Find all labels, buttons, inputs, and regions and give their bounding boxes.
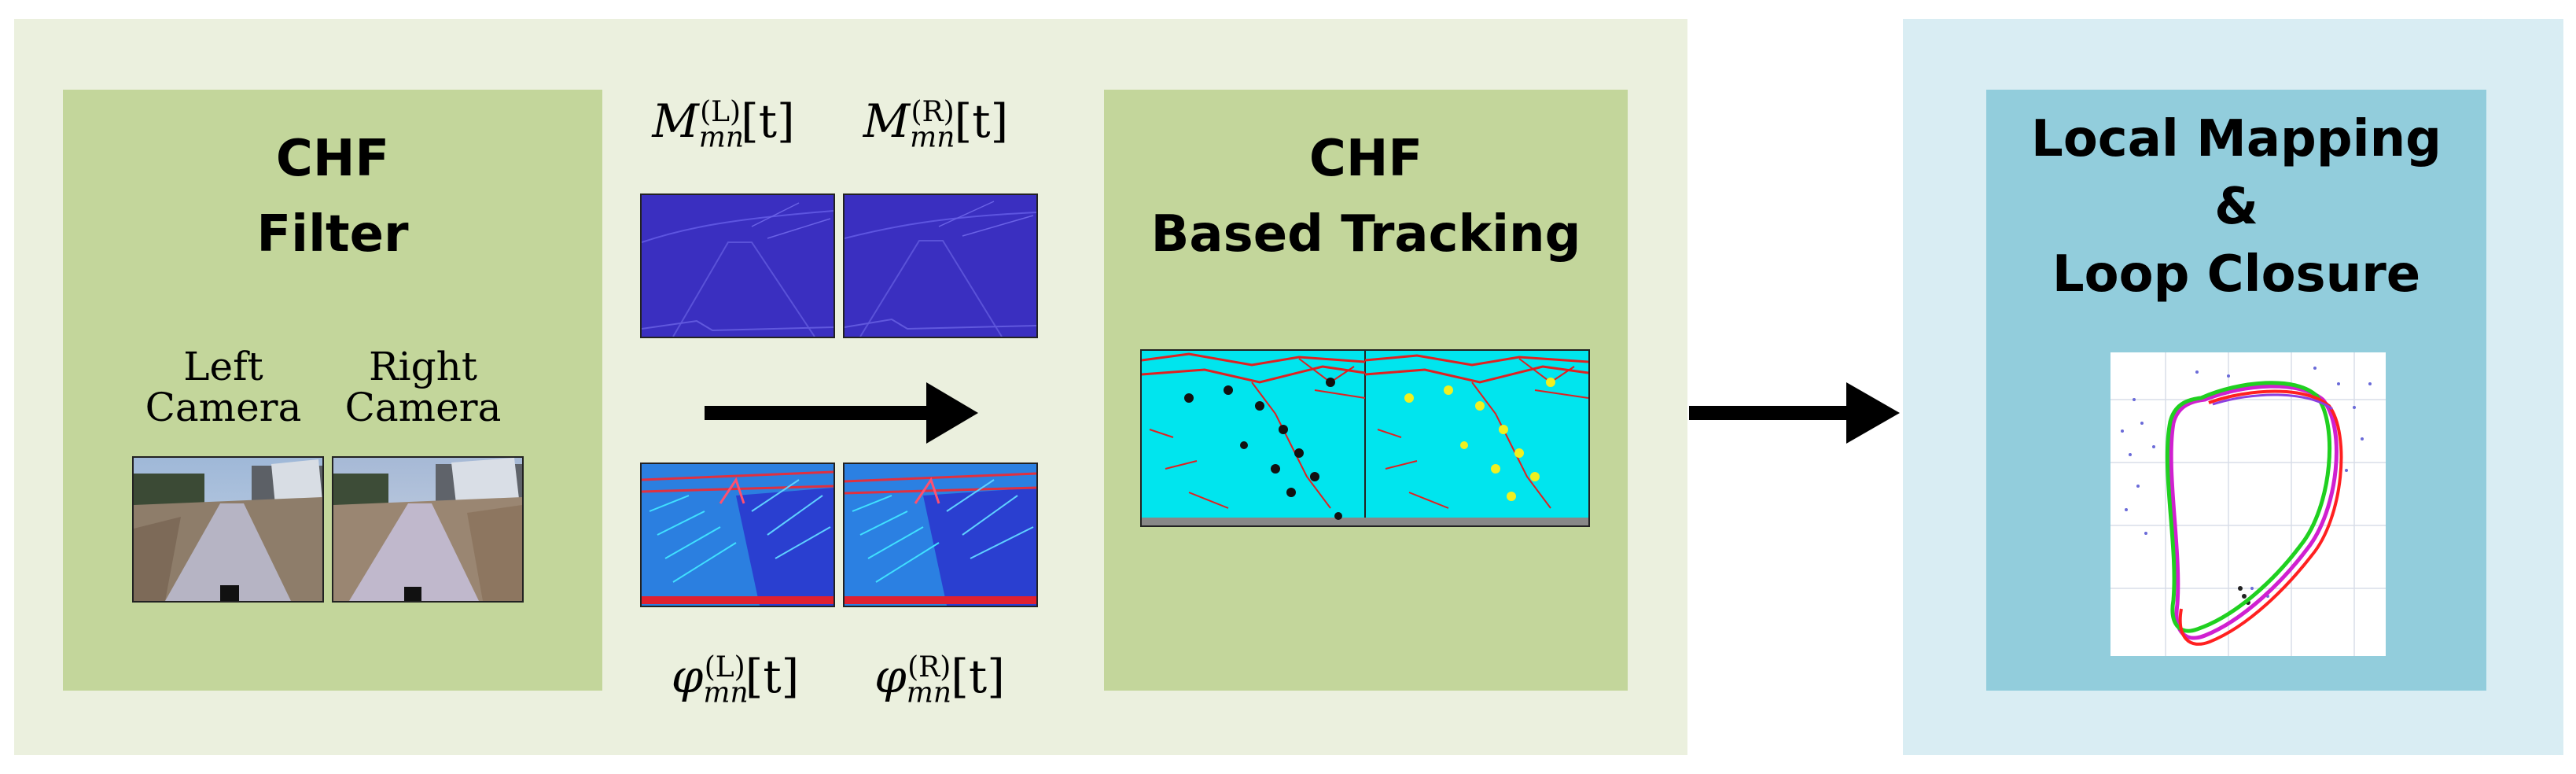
magnitude-left-sub: mn [698,121,745,154]
left-camera-label-line1: Left [183,344,263,389]
trajectory-map [2110,352,2386,656]
phase-left-arg: [t] [745,650,800,703]
phase-left-label: φmn(L)[t] [637,650,834,710]
chf-filter-box: CHF Filter Left Camera Right Camera [63,90,602,691]
phase-right-sub: mn [906,676,952,710]
chf-filter-title-line1: CHF [275,130,390,188]
chf-tracking-title-line1: CHF [1308,130,1423,188]
arrow-right-icon [1689,382,1900,444]
magnitude-map-right [843,194,1038,338]
chf-filter-title: CHF Filter [63,121,602,272]
right-camera-label-line2: Camera [344,385,502,430]
magnitude-right-arg: [t] [954,94,1009,148]
arrow-right-icon [705,382,978,444]
magnitude-left-sup: (L) [700,95,742,128]
phase-left-sub: mn [703,676,749,710]
right-camera-label-line1: Right [369,344,477,389]
local-mapping-title-line3: Loop Closure [2052,245,2421,304]
magnitude-map-left [640,194,835,338]
left-camera-image [132,456,324,603]
local-mapping-title-line1: Local Mapping [2031,110,2442,168]
local-mapping-box: Local Mapping & Loop Closure [1986,90,2486,691]
phase-map-left [640,463,835,607]
right-camera-label: Right Camera [330,346,516,428]
magnitude-right-sup: (R) [911,95,955,128]
magnitude-right-sub: mn [910,121,955,154]
phase-right-sup: (R) [907,651,951,684]
left-camera-label-line2: Camera [145,385,302,430]
phase-map-right [843,463,1038,607]
left-camera-label: Left Camera [132,346,315,428]
magnitude-left-arg: [t] [741,94,795,148]
phase-right-arg: [t] [951,650,1005,703]
phase-right-symbol: φ [874,650,907,703]
chf-filter-title-line2: Filter [256,205,409,264]
tracking-image [1140,349,1590,527]
chf-tracking-title-line2: Based Tracking [1150,205,1581,264]
right-camera-image [332,456,524,603]
local-mapping-title: Local Mapping & Loop Closure [1986,105,2486,308]
magnitude-right-label: Mmn(R)[t] [841,94,1030,154]
phase-left-sup: (L) [704,651,745,684]
magnitude-right-symbol: M [863,94,911,148]
magnitude-left-symbol: M [652,94,699,148]
chf-tracking-title: CHF Based Tracking [1104,121,1628,272]
local-mapping-title-line2: & [2214,178,2258,236]
phase-left-symbol: φ [671,650,704,703]
magnitude-left-label: Mmn(L)[t] [629,94,818,154]
phase-right-label: φmn(R)[t] [841,650,1038,710]
chf-tracking-box: CHF Based Tracking [1104,90,1628,691]
